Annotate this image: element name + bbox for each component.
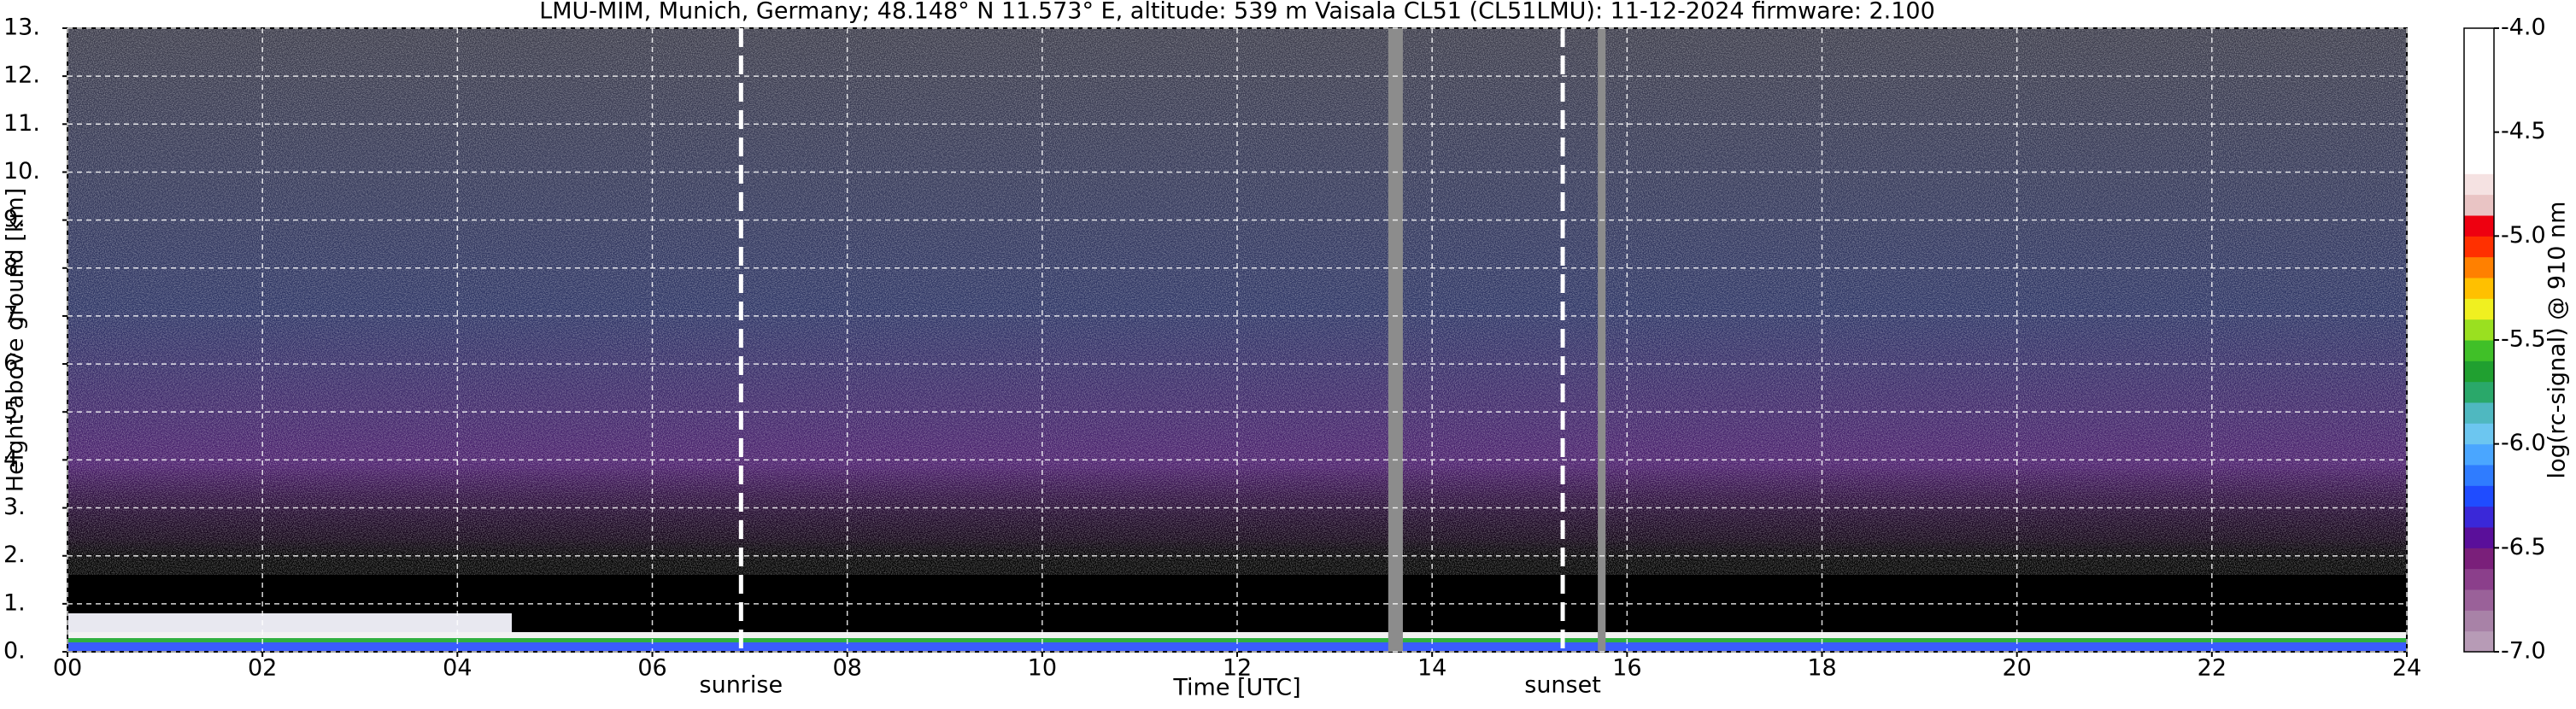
colorbar-swatch (2464, 298, 2494, 320)
colorbar-tick-label: -5.0 (2501, 222, 2546, 249)
colorbar-swatch (2464, 527, 2494, 548)
colorbar-swatch (2464, 69, 2494, 91)
y-tick-label: 12. (3, 62, 40, 89)
annotation: sunrise (700, 672, 783, 699)
colorbar-tick-label: -7.0 (2501, 638, 2546, 665)
colorbar-swatch (2464, 630, 2494, 653)
y-tick-label: 0. (3, 638, 26, 665)
y-tick-label: 5. (3, 398, 26, 425)
x-tick-label: 22 (2198, 655, 2227, 682)
colorbar-tick-label: -4.5 (2501, 118, 2546, 144)
y-tick-label: 10. (3, 158, 40, 185)
low-cloud (67, 613, 512, 636)
colorbar-tick-label: -6.5 (2501, 534, 2546, 560)
colorbar-swatch (2464, 548, 2494, 570)
boundary-layer (67, 642, 2407, 652)
y-tick-label: 11. (3, 110, 40, 137)
colorbar-swatch (2464, 194, 2494, 216)
y-tick-label: 6. (3, 350, 26, 377)
colorbar-swatch (2464, 153, 2494, 174)
colorbar-swatch (2464, 173, 2494, 196)
colorbar-swatch (2464, 423, 2494, 445)
x-tick-label: 14 (1417, 655, 1446, 682)
colorbar-swatch (2464, 91, 2494, 112)
colorbar-swatch (2464, 506, 2494, 528)
y-tick-label: 9. (3, 206, 26, 232)
y-tick-label: 8. (3, 254, 26, 280)
colorbar-swatch (2464, 111, 2494, 133)
colorbar-swatch (2464, 568, 2494, 590)
x-tick-label: 10 (1028, 655, 1057, 682)
y-axis-label: Height above ground [km] (3, 188, 29, 492)
x-axis-label: Time [UTC] (1172, 675, 1300, 701)
colorbar-swatch (2464, 278, 2494, 299)
colorbar-swatch (2464, 610, 2494, 632)
x-tick-label: 18 (1807, 655, 1836, 682)
colorbar-swatch (2464, 360, 2494, 383)
colorbar-label: log(rc-signal) @ 910 nm (2544, 202, 2571, 479)
y-tick-label: 3. (3, 494, 26, 520)
colorbar-swatch (2464, 340, 2494, 361)
y-tick-label: 1. (3, 589, 26, 616)
x-tick-label: 04 (443, 655, 472, 682)
colorbar-tick-label: -4.0 (2501, 15, 2546, 41)
y-tick-label: 2. (3, 542, 26, 568)
x-tick-label: 20 (2002, 655, 2031, 682)
colorbar-tick-label: -6.0 (2501, 430, 2546, 456)
x-tick-label: 06 (637, 655, 666, 682)
colorbar-swatch (2464, 485, 2494, 507)
colorbar-swatch (2464, 28, 2494, 50)
x-tick-label: 08 (832, 655, 861, 682)
data-gap (1598, 28, 1606, 652)
colorbar-swatch (2464, 381, 2494, 403)
colorbar-swatch (2464, 402, 2494, 424)
y-tick-label: 13. (3, 15, 40, 41)
colorbar-swatch (2464, 49, 2494, 71)
data-gap (1388, 28, 1403, 652)
colorbar-swatch (2464, 256, 2494, 278)
colorbar-swatch (2464, 443, 2494, 466)
colorbar-tick-label: -5.5 (2501, 326, 2546, 353)
y-tick-label: 4. (3, 446, 26, 472)
x-tick-label: 24 (2392, 655, 2421, 682)
x-tick-label: 12 (1223, 655, 1252, 682)
colorbar-swatch (2464, 465, 2494, 486)
x-tick-label: 02 (248, 655, 277, 682)
colorbar-swatch (2464, 132, 2494, 154)
annotation: sunset (1524, 672, 1601, 699)
chart-title: LMU-MIM, Munich, Germany; 48.148° N 11.5… (539, 0, 1935, 25)
x-tick-label: 00 (53, 655, 82, 682)
colorbar-swatch (2464, 319, 2494, 341)
x-tick-label: 16 (1612, 655, 1641, 682)
colorbar-swatch (2464, 589, 2494, 611)
colorbar-swatch (2464, 215, 2494, 237)
boundary-layer (67, 632, 2407, 638)
y-tick-label: 7. (3, 302, 26, 328)
colorbar-swatch (2464, 236, 2494, 258)
